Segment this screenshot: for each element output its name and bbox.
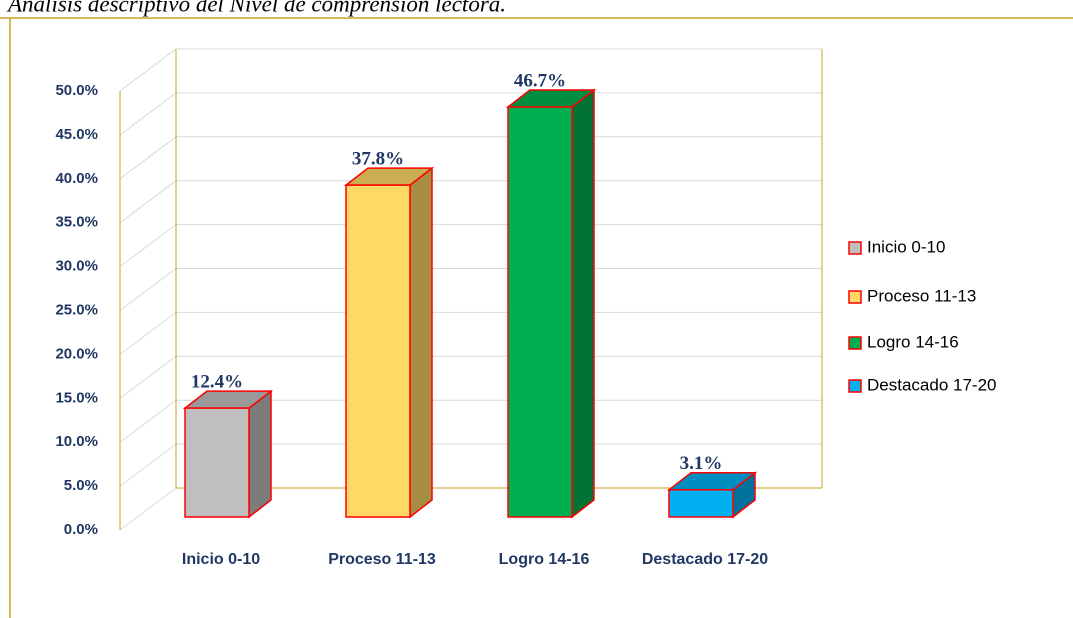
bar xyxy=(184,407,250,518)
side-grid-line xyxy=(119,180,177,224)
bar xyxy=(345,184,411,518)
bar xyxy=(507,106,573,518)
data-label: 46.7% xyxy=(514,70,566,91)
legend-swatch xyxy=(848,336,862,350)
bar-side xyxy=(409,166,433,519)
legend-label: Logro 14-16 xyxy=(867,332,959,351)
y-tick-label: 35.0% xyxy=(55,214,98,231)
legend-label: Proceso 11-13 xyxy=(867,286,976,305)
legend-label: Destacado 17-20 xyxy=(867,375,996,394)
side-grid-line xyxy=(119,443,177,487)
side-grid-line xyxy=(119,399,177,443)
data-label: 12.4% xyxy=(191,371,243,392)
legend-swatch xyxy=(848,290,862,304)
legend-swatch xyxy=(848,241,862,255)
side-grid-line xyxy=(119,355,177,399)
side-grid-line xyxy=(119,136,177,180)
chart-title: Análisis descriptivo del Nivel de compre… xyxy=(6,0,506,16)
side-grid-line xyxy=(119,224,177,268)
y-tick-label: 0.0% xyxy=(64,521,98,538)
y-tick-label: 10.0% xyxy=(55,433,98,450)
side-grid-line xyxy=(119,311,177,355)
x-tick-label: Inicio 0-10 xyxy=(181,551,261,568)
y-tick-label: 20.0% xyxy=(55,345,98,362)
side-grid-line xyxy=(119,268,177,311)
y-tick-label: 15.0% xyxy=(55,389,98,406)
x-tick-label: Proceso 11-13 xyxy=(328,551,436,568)
legend-label: Inicio 0-10 xyxy=(867,237,945,256)
bar xyxy=(668,489,734,518)
y-tick-label: 5.0% xyxy=(64,477,98,494)
data-label: 3.1% xyxy=(680,453,723,474)
legend-swatch xyxy=(848,379,862,393)
y-tick-label: 50.0% xyxy=(55,82,98,99)
side-grid-line xyxy=(119,487,177,531)
bar-side xyxy=(248,389,272,519)
x-tick-label: Destacado 17-20 xyxy=(641,551,769,568)
y-tick-label: 45.0% xyxy=(55,126,98,143)
y-tick-label: 25.0% xyxy=(55,301,98,318)
y-tick-label: 30.0% xyxy=(55,258,98,275)
x-tick-label: Logro 14-16 xyxy=(498,551,590,568)
bar-side xyxy=(571,88,595,519)
y-tick-label: 40.0% xyxy=(55,170,98,187)
side-grid-line xyxy=(119,48,177,92)
data-label: 37.8% xyxy=(352,148,404,169)
side-grid-line xyxy=(119,92,177,136)
